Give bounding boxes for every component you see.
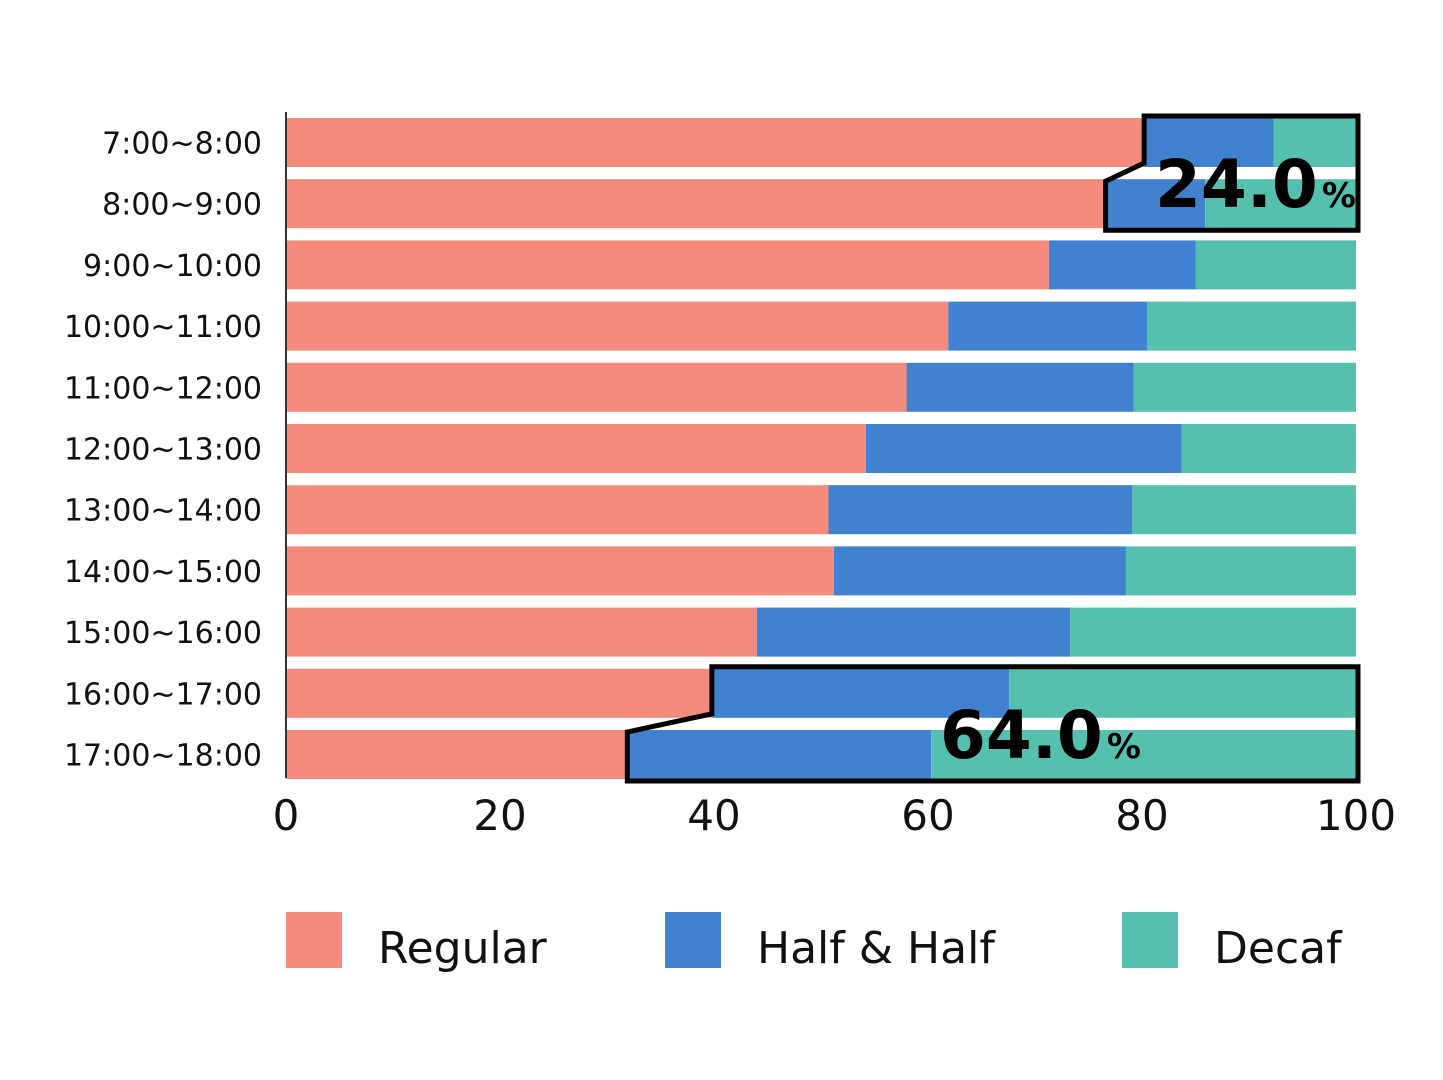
bar-regular-15-00-16-00 [286, 607, 757, 657]
legend: Regular Half & Half Decaf [286, 912, 1343, 974]
x-tick-label-100: 100 [1316, 791, 1396, 840]
bar-decaf-16-00-17-00 [1009, 668, 1356, 718]
bar-half-half-11-00-12-00 [906, 362, 1134, 412]
bar-regular-7-00-8-00 [286, 118, 1145, 167]
bar-half-half-15-00-16-00 [756, 607, 1071, 657]
bar-regular-8-00-9-00 [286, 179, 1106, 229]
bar-half-half-16-00-17-00 [711, 668, 1010, 718]
x-axis-tick-labels: 0 20 40 60 80 100 [273, 791, 1396, 840]
bar-half-half-9-00-10-00 [1048, 240, 1196, 290]
category-label-13-00-14-00: 13:00~14:00 [64, 494, 262, 529]
bar-decaf-17-00-18-00 [931, 730, 1356, 779]
bar-regular-17-00-18-00 [286, 730, 628, 779]
x-tick-label-40: 40 [687, 791, 740, 840]
bar-decaf-12-00-13-00 [1181, 424, 1356, 473]
legend-label-regular: Regular [378, 923, 548, 974]
bar-half-half-17-00-18-00 [627, 730, 932, 779]
x-tick-label-0: 0 [273, 791, 300, 840]
category-label-16-00-17-00: 16:00~17:00 [64, 677, 262, 712]
category-label-9-00-10-00: 9:00~10:00 [83, 249, 262, 284]
bar-decaf-11-00-12-00 [1133, 362, 1356, 412]
bars-group [286, 118, 1356, 779]
bar-half-half-12-00-13-00 [865, 424, 1182, 473]
category-label-8-00-9-00: 8:00~9:00 [102, 188, 262, 223]
bar-regular-13-00-14-00 [286, 485, 829, 535]
bar-half-half-14-00-15-00 [833, 546, 1126, 596]
category-label-10-00-11-00: 10:00~11:00 [64, 310, 262, 345]
bar-regular-10-00-11-00 [286, 301, 949, 351]
x-tick-label-80: 80 [1115, 791, 1168, 840]
bar-regular-12-00-13-00 [286, 424, 866, 473]
bar-half-half-10-00-11-00 [948, 301, 1148, 351]
bar-half-half-13-00-14-00 [828, 485, 1133, 535]
callout-box-1 [1103, 113, 1361, 233]
legend-label-decaf: Decaf [1214, 923, 1343, 974]
category-label-7-00-8-00: 7:00~8:00 [102, 127, 262, 162]
legend-swatch-half-half [665, 912, 721, 968]
bar-decaf-15-00-16-00 [1070, 607, 1356, 657]
bar-decaf-14-00-15-00 [1125, 546, 1356, 596]
category-label-12-00-13-00: 12:00~13:00 [64, 433, 262, 468]
bar-half-half-7-00-8-00 [1144, 118, 1274, 167]
bar-regular-16-00-17-00 [286, 668, 712, 718]
x-tick-label-20: 20 [473, 791, 526, 840]
bar-half-half-8-00-9-00 [1105, 179, 1206, 229]
bar-decaf-9-00-10-00 [1195, 240, 1356, 290]
category-label-11-00-12-00: 11:00~12:00 [64, 371, 262, 406]
legend-label-half-half: Half & Half [757, 923, 996, 974]
category-labels: 7:00~8:00 8:00~9:00 9:00~10:00 10:00~11:00 1… [64, 127, 262, 774]
bar-decaf-7-00-8-00 [1273, 118, 1356, 167]
callout-unit-1: % [1322, 176, 1356, 216]
bar-decaf-8-00-9-00 [1205, 179, 1356, 229]
bar-regular-11-00-12-00 [286, 362, 907, 412]
bar-decaf-13-00-14-00 [1132, 485, 1356, 535]
x-tick-label-60: 60 [901, 791, 954, 840]
bar-decaf-10-00-11-00 [1147, 301, 1356, 351]
bar-regular-9-00-10-00 [286, 240, 1049, 290]
callout-box-2 [624, 664, 1361, 784]
category-label-15-00-16-00: 15:00~16:00 [64, 616, 262, 651]
legend-swatch-decaf [1122, 912, 1178, 968]
category-label-17-00-18-00: 17:00~18:00 [64, 739, 262, 774]
callout-unit-2: % [1107, 727, 1141, 767]
category-label-14-00-15-00: 14:00~15:00 [64, 555, 262, 590]
legend-swatch-regular [286, 912, 342, 968]
bar-regular-14-00-15-00 [286, 546, 834, 596]
